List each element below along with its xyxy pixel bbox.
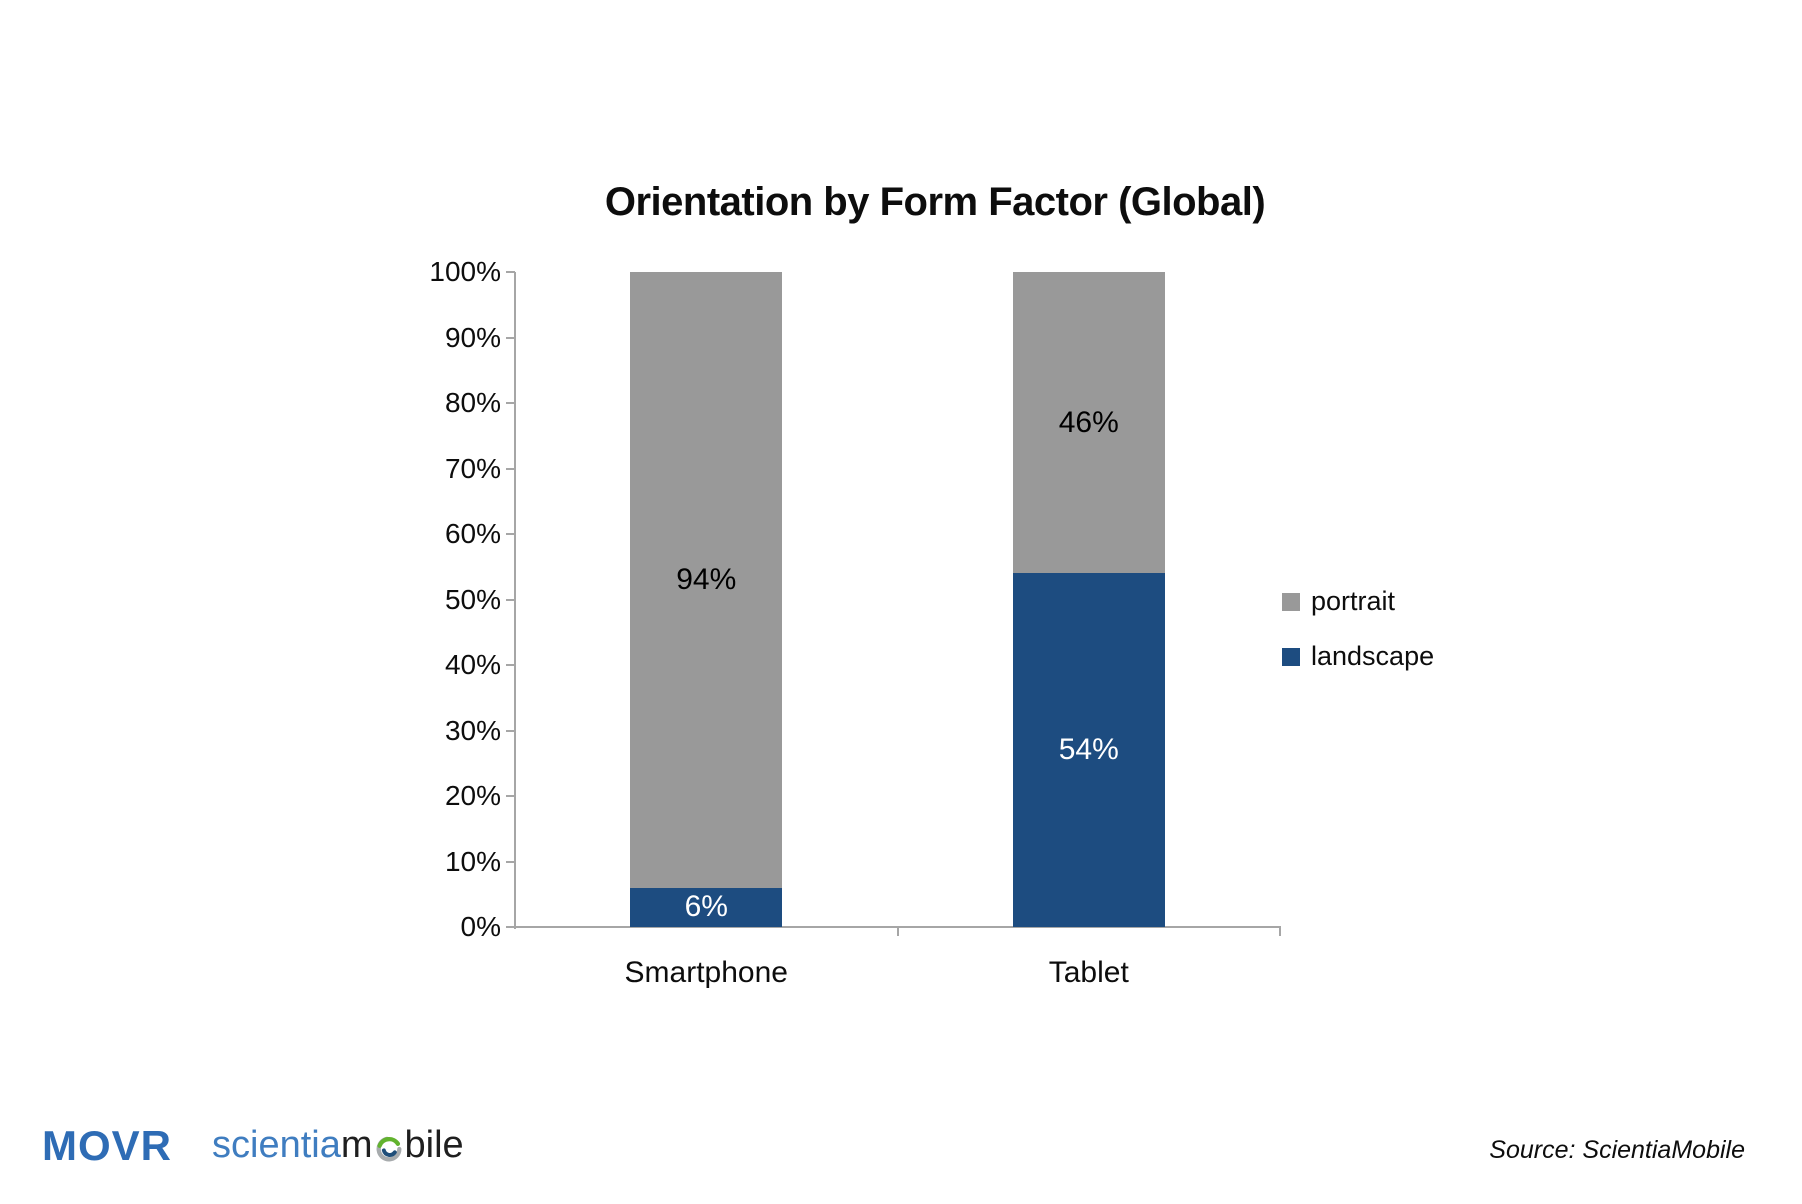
y-tick-label: 60% (444, 518, 501, 549)
y-tick-label: 30% (444, 714, 501, 746)
scientiamobile-logo: scientia m bile (212, 1124, 464, 1167)
scientia-logo-bile: bile (404, 1124, 464, 1166)
bar-tablet: 54% 46% (1012, 272, 1165, 927)
y-tick-label: 20% (444, 780, 501, 811)
y-tick-label: 70% (444, 452, 501, 484)
y-tick-mark (506, 467, 515, 470)
y-tick-label: 0% (460, 911, 501, 942)
source-note: Source: ScientiaMobile (1489, 1136, 1745, 1164)
category-label-smartphone: Smartphone (624, 956, 788, 989)
category-label-tablet: Tablet (1048, 956, 1129, 989)
legend-item-portrait: portrait (1282, 588, 1395, 615)
y-tick-mark (506, 664, 515, 666)
bar-segment-landscape: 6% (630, 887, 783, 927)
scientia-logo-blue-text: scientia (212, 1124, 341, 1166)
bar-segment-portrait: 94% (630, 272, 783, 888)
data-label: 6% (684, 890, 728, 924)
y-tick-mark (506, 402, 515, 404)
y-axis-line (514, 272, 516, 929)
y-tick-mark (506, 860, 515, 863)
legend-label: landscape (1311, 641, 1435, 671)
y-tick-mark (506, 271, 515, 273)
chart-title: Orientation by Form Factor (Global) (604, 180, 1266, 224)
legend-swatch-landscape (1282, 647, 1300, 666)
data-label: 54% (1058, 733, 1119, 767)
x-axis-tick-mid (897, 927, 899, 936)
data-label: 46% (1058, 405, 1119, 439)
y-tick-label: 90% (444, 321, 501, 353)
y-tick-mark (506, 926, 515, 928)
x-axis-tick-end (1279, 927, 1281, 936)
y-tick-label: 40% (444, 649, 501, 680)
y-tick-label: 50% (444, 583, 501, 615)
movr-logo: MOVR (42, 1122, 172, 1169)
scientiamobile-globe-icon (376, 1136, 401, 1161)
y-tick-mark (506, 729, 515, 732)
y-tick-mark (506, 533, 515, 535)
legend-item-landscape: landscape (1282, 643, 1434, 670)
y-tick-label: 10% (444, 845, 501, 877)
y-tick-mark (506, 598, 515, 601)
data-label: 94% (676, 562, 737, 596)
scientia-logo-m: m (340, 1124, 373, 1166)
bar-smartphone: 6% 94% (630, 272, 783, 927)
bar-segment-portrait: 46% (1012, 272, 1165, 574)
legend-swatch-portrait (1282, 592, 1300, 611)
legend-label: portrait (1311, 586, 1396, 616)
bar-segment-landscape: 54% (1012, 573, 1165, 927)
y-tick-mark (506, 336, 515, 339)
y-tick-label: 80% (444, 387, 501, 418)
x-axis-line (506, 926, 1281, 928)
y-tick-mark (506, 795, 515, 797)
y-tick-label: 100% (429, 256, 501, 287)
